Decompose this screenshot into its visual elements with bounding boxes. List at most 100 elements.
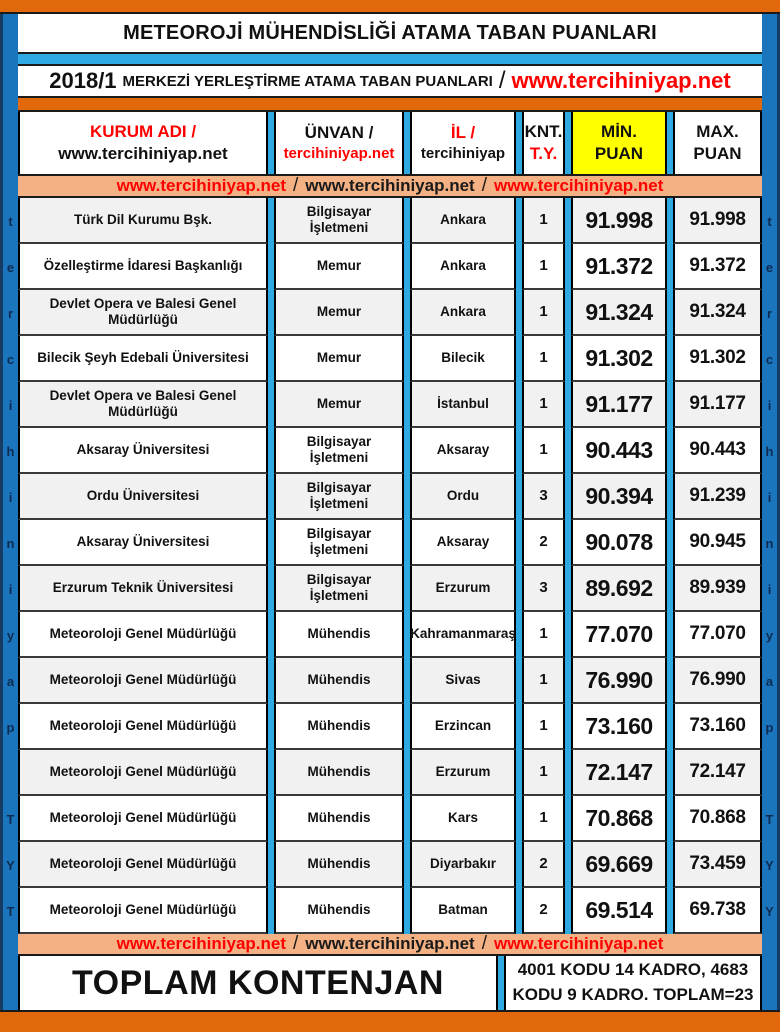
header-kurum-link[interactable]: www.tercihiniyap.net: [58, 144, 228, 163]
side-letter: p: [765, 719, 774, 735]
side-letter: t: [8, 213, 13, 229]
url-strip-top: www.tercihiniyap.net / www.tercihiniyap.…: [18, 174, 762, 198]
cell-max: 76.990: [673, 658, 762, 704]
cell-max: 72.147: [673, 750, 762, 796]
cell-max: 77.070: [673, 612, 762, 658]
url-separator: /: [293, 933, 299, 954]
cell-il: Ankara: [410, 198, 516, 244]
table-rows: Türk Dil Kurumu Bşk. Bilgisayar İşletmeni…: [18, 198, 762, 934]
cell-min: 90.394: [571, 474, 667, 520]
cell-max: 91.324: [673, 290, 762, 336]
side-letter: i: [8, 489, 13, 505]
table-row: Devlet Opera ve Balesi Genel Müdürlüğü Me…: [18, 290, 762, 336]
cell-max: 91.177: [673, 382, 762, 428]
side-letter: Y: [6, 857, 15, 873]
header-min-line2: PUAN: [594, 144, 644, 163]
cell-min: 90.443: [571, 428, 667, 474]
cell-knt: 2: [522, 888, 565, 934]
site-link[interactable]: www.tercihiniyap.net: [493, 934, 664, 953]
cell-kurum: Devlet Opera ve Balesi Genel Müdürlüğü: [18, 382, 268, 428]
site-link[interactable]: www.tercihiniyap.net: [116, 934, 287, 953]
subtitle-text: MERKEZİ YERLEŞTİRME ATAMA TABAN PUANLARI: [122, 72, 493, 90]
cell-kurum: Meteoroloji Genel Müdürlüğü: [18, 796, 268, 842]
cell-min: 91.372: [571, 244, 667, 290]
cell-min: 91.998: [571, 198, 667, 244]
table-row: Meteoroloji Genel Müdürlüğü Mühendis Erzin…: [18, 704, 762, 750]
side-letter: i: [767, 581, 772, 597]
site-link[interactable]: www.tercihiniyap.net: [305, 934, 475, 953]
side-letter: c: [765, 351, 774, 367]
cell-unvan: Mühendis: [274, 704, 404, 750]
total-quota-text: TOPLAM KONTENJAN: [72, 963, 444, 1002]
side-letter: p: [6, 719, 15, 735]
cell-min: 91.177: [571, 382, 667, 428]
site-link[interactable]: www.tercihiniyap.net: [305, 176, 475, 195]
top-orange-bar: [0, 0, 780, 14]
side-letter: n: [765, 535, 774, 551]
table-row: Meteoroloji Genel Müdürlüğü Mühendis Batma…: [18, 888, 762, 934]
header-min-line1: MİN.: [601, 121, 637, 141]
cell-knt: 2: [522, 520, 565, 566]
cell-knt: 1: [522, 796, 565, 842]
cell-kurum: Ordu Üniversitesi: [18, 474, 268, 520]
cell-il: Ankara: [410, 290, 516, 336]
cell-knt: 1: [522, 428, 565, 474]
header-il: İL / tercihiniyap: [410, 112, 516, 174]
cell-min: 77.070: [571, 612, 667, 658]
cell-il: Aksaray: [410, 520, 516, 566]
side-letter: i: [8, 581, 13, 597]
header-max-puan: MAX. PUAN: [673, 112, 762, 174]
header-unvan: ÜNVAN / tercihiniyap.net: [274, 112, 404, 174]
side-letter: e: [765, 259, 774, 275]
table-row: Meteoroloji Genel Müdürlüğü Mühendis Kars 1…: [18, 796, 762, 842]
side-letter: r: [766, 305, 773, 321]
site-link[interactable]: www.tercihiniyap.net: [493, 176, 664, 195]
header-max-line2: PUAN: [693, 144, 742, 163]
side-letters-right: t e r c i h i n i y a p T Y Y: [762, 14, 777, 934]
bottom-orange-bar: [0, 1010, 780, 1032]
cell-max: 91.372: [673, 244, 762, 290]
cell-il: Sivas: [410, 658, 516, 704]
cell-max: 91.302: [673, 336, 762, 382]
table-row: Meteoroloji Genel Müdürlüğü Mühendis Diyar…: [18, 842, 762, 888]
cell-unvan: Bilgisayar İşletmeni: [274, 520, 404, 566]
header-il-line1: İL /: [450, 123, 476, 143]
side-letter: a: [765, 673, 774, 689]
cell-kurum: Bilecik Şeyh Edebali Üniversitesi: [18, 336, 268, 382]
subtitle-site-link[interactable]: www.tercihiniyap.net: [511, 68, 731, 93]
header-unvan-link[interactable]: tercihiniyap.net: [283, 145, 395, 163]
side-letter: a: [6, 673, 15, 689]
side-bar-left: t e r c i h i n i y a p T Y T: [0, 14, 18, 1010]
site-link[interactable]: www.tercihiniyap.net: [116, 176, 287, 195]
cell-il: Erzurum: [410, 566, 516, 612]
table-row: Meteoroloji Genel Müdürlüğü Mühendis Erzur…: [18, 750, 762, 796]
cell-il: Bilecik: [410, 336, 516, 382]
table-row: Meteoroloji Genel Müdürlüğü Mühendis Sivas…: [18, 658, 762, 704]
side-letter: y: [6, 627, 15, 643]
cell-il: Batman: [410, 888, 516, 934]
header-knt: KNT. T.Y.: [522, 112, 565, 174]
cell-kurum: Devlet Opera ve Balesi Genel Müdürlüğü: [18, 290, 268, 336]
cell-unvan: Mühendis: [274, 842, 404, 888]
table-row: Erzurum Teknik Üniversitesi Bilgisayar İş…: [18, 566, 762, 612]
side-letter: n: [6, 535, 15, 551]
cell-unvan: Memur: [274, 382, 404, 428]
cell-knt: 1: [522, 336, 565, 382]
header-min-puan: MİN. PUAN: [571, 112, 667, 174]
side-letter: r: [7, 305, 14, 321]
table-row: Özelleştirme İdaresi Başkanlığı Memur Anka…: [18, 244, 762, 290]
side-letter: h: [765, 443, 774, 459]
cell-kurum: Meteoroloji Genel Müdürlüğü: [18, 612, 268, 658]
cell-unvan: Mühendis: [274, 658, 404, 704]
cell-min: 70.868: [571, 796, 667, 842]
cell-min: 69.514: [571, 888, 667, 934]
table-row: Ordu Üniversitesi Bilgisayar İşletmeni Ord…: [18, 474, 762, 520]
cell-unvan: Bilgisayar İşletmeni: [274, 474, 404, 520]
header-il-line2: tercihiniyap: [420, 145, 506, 163]
side-letter: e: [6, 259, 15, 275]
orange-divider: [18, 98, 762, 112]
page-title: METEOROJİ MÜHENDİSLİĞİ ATAMA TABAN PUANL…: [18, 14, 762, 54]
cell-kurum: Meteoroloji Genel Müdürlüğü: [18, 842, 268, 888]
side-letter: Y: [765, 903, 774, 919]
cell-kurum: Aksaray Üniversitesi: [18, 428, 268, 474]
